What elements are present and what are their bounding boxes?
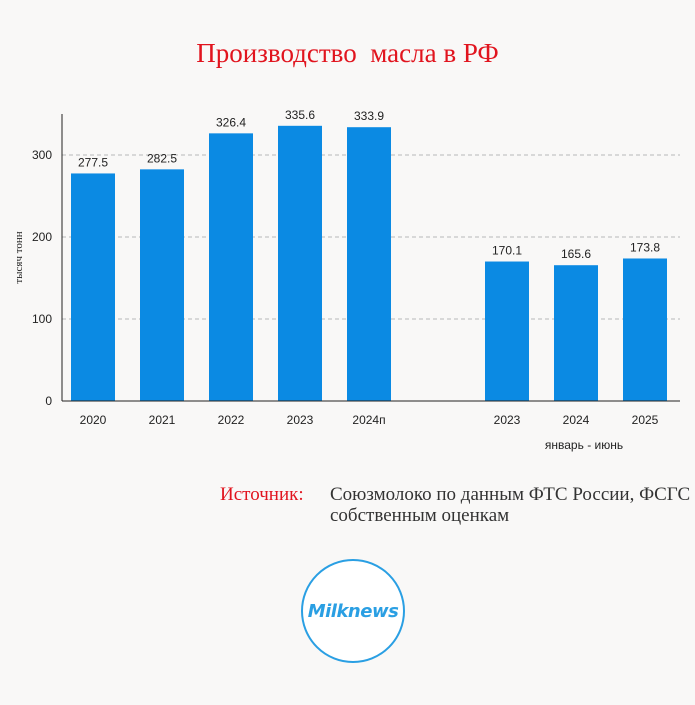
y-tick-label: 300 [32, 148, 52, 162]
x-tick-labels: 2020 2021 2022 2023 2024п 2023 2024 2025 [80, 413, 659, 427]
bar-value-label: 173.8 [630, 240, 660, 254]
bar-value-labels: 277.5 282.5 326.4 335.6 333.9 170.1 165.6 173.8 [78, 108, 660, 261]
bar-value-label: 333.9 [354, 109, 384, 123]
x-tick-label: 2021 [149, 413, 176, 427]
y-tick-label: 100 [32, 312, 52, 326]
bar [71, 173, 115, 401]
x-tick-label: 2023 [494, 413, 521, 427]
y-axis-label: тысяч тонн [13, 231, 25, 283]
bar-value-label: 170.1 [492, 244, 522, 258]
bar [140, 169, 184, 401]
bar [278, 125, 322, 402]
bars [71, 125, 667, 402]
bar-value-label: 277.5 [78, 155, 108, 169]
milknews-logo: Milknews [301, 559, 405, 663]
source-label: Источник: [220, 484, 304, 505]
bar [485, 261, 529, 401]
bar-value-label: 282.5 [147, 151, 177, 165]
bar [623, 258, 667, 401]
group-label: январь - июнь [545, 438, 623, 452]
x-tick-label: 2020 [80, 413, 107, 427]
bar-chart: 277.5 282.5 326.4 335.6 333.9 170.1 165.6 173.8… [13, 108, 680, 452]
source-text: Союзмолоко по данным ФТС России, ФСГС и … [330, 484, 695, 526]
bar [209, 133, 253, 402]
bar [347, 127, 391, 401]
y-tick-label: 0 [45, 394, 52, 408]
bar-value-label: 335.6 [285, 108, 315, 122]
logo-text: Milknews [307, 600, 399, 622]
chart-title: Производство масла в РФ [196, 38, 499, 68]
x-tick-label: 2022 [218, 413, 245, 427]
bar [554, 265, 598, 401]
x-tick-label: 2024 [563, 413, 590, 427]
bar-value-label: 326.4 [216, 115, 246, 129]
y-tick-labels: 0 100 200 300 [32, 148, 52, 408]
bar-value-label: 165.6 [561, 247, 591, 261]
x-tick-label: 2025 [632, 413, 659, 427]
x-tick-label: 2024п [352, 413, 385, 427]
y-tick-label: 200 [32, 230, 52, 244]
x-tick-label: 2023 [287, 413, 314, 427]
